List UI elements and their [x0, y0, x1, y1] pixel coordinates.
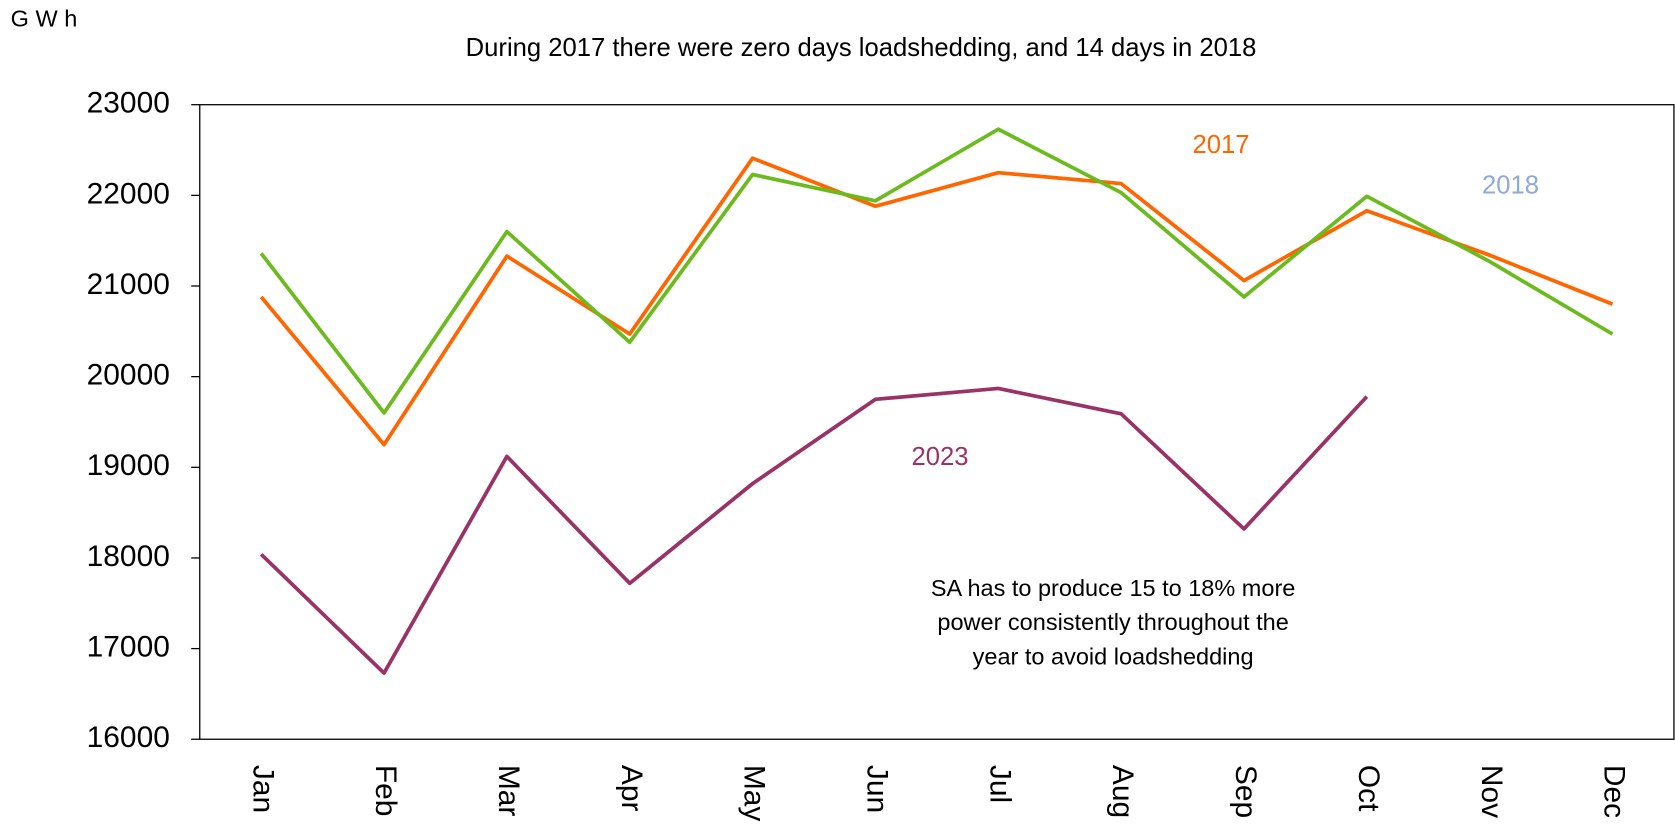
plot-frame — [199, 104, 1675, 740]
annotation: power consistently throughout the — [937, 609, 1288, 635]
series-line — [259, 386, 1369, 675]
annotation: year to avoid loadshedding — [973, 643, 1254, 669]
x-tick-label: Feb — [369, 765, 402, 817]
y-tick-label: 23000 — [87, 87, 170, 120]
x-tick-label: Oct — [1352, 765, 1385, 812]
y-tick-label: 18000 — [87, 540, 170, 573]
chart-title: During 2017 there were zero days loadshe… — [466, 34, 1257, 62]
y-tick-label: 22000 — [87, 177, 170, 210]
x-tick-label: Jun — [861, 765, 894, 813]
series-label: 2018 — [1482, 172, 1539, 200]
series-line — [259, 127, 1614, 415]
x-tick-label: Aug — [1106, 765, 1139, 818]
x-tick-label: Jan — [246, 765, 279, 813]
x-tick-label: Jul — [983, 765, 1016, 803]
series-label: 2023 — [912, 443, 969, 471]
annotation: SA has to produce 15 to 18% more — [931, 575, 1295, 601]
x-tick-label: Apr — [615, 765, 648, 812]
x-tick-label: May — [738, 765, 771, 822]
y-tick-label: 17000 — [87, 631, 170, 664]
x-tick-label: Mar — [492, 765, 525, 817]
y-tick-label: 20000 — [87, 359, 170, 392]
x-tick-label: Nov — [1475, 765, 1508, 818]
series-label: 2017 — [1192, 131, 1249, 159]
x-tick-label: Sep — [1229, 765, 1262, 818]
unit-label: G W h — [11, 6, 78, 32]
y-tick-label: 16000 — [87, 721, 170, 754]
y-tick-label: 19000 — [87, 449, 170, 482]
y-tick-label: 21000 — [87, 268, 170, 301]
series-line — [259, 156, 1614, 447]
x-tick-label: Dec — [1598, 765, 1631, 818]
